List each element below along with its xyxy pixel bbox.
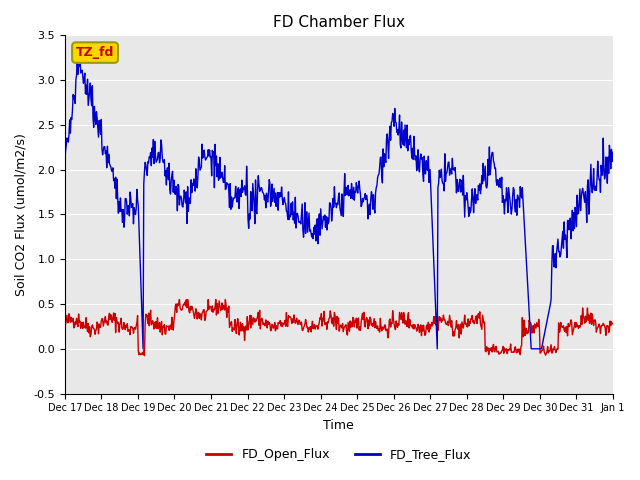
FD_Tree_Flux <box>395 127 403 133</box>
FD_Open_Flux <box>609 321 617 326</box>
FD_Tree_Flux <box>609 149 617 155</box>
FD_Open_Flux <box>395 322 403 328</box>
FD_Open_Flux <box>412 324 419 329</box>
Line: FD_Tree_Flux: FD_Tree_Flux <box>65 56 613 349</box>
FD_Open_Flux <box>61 319 68 324</box>
FD_Open_Flux <box>534 324 542 329</box>
FD_Tree_Flux <box>534 346 542 352</box>
Y-axis label: Soil CO2 Flux (umol/m2/s): Soil CO2 Flux (umol/m2/s) <box>15 133 28 296</box>
Title: FD Chamber Flux: FD Chamber Flux <box>273 15 405 30</box>
Line: FD_Open_Flux: FD_Open_Flux <box>65 300 613 356</box>
FD_Open_Flux <box>95 331 102 336</box>
FD_Tree_Flux <box>140 346 147 352</box>
FD_Open_Flux <box>175 297 183 302</box>
FD_Tree_Flux <box>381 151 388 156</box>
Legend: FD_Open_Flux, FD_Tree_Flux: FD_Open_Flux, FD_Tree_Flux <box>202 443 476 466</box>
FD_Tree_Flux <box>95 118 103 123</box>
FD_Open_Flux <box>141 353 148 359</box>
FD_Tree_Flux <box>412 157 419 163</box>
X-axis label: Time: Time <box>323 419 354 432</box>
Text: TZ_fd: TZ_fd <box>76 46 114 59</box>
FD_Tree_Flux <box>76 53 84 59</box>
FD_Open_Flux <box>478 326 486 332</box>
FD_Tree_Flux <box>61 158 68 164</box>
FD_Open_Flux <box>381 323 388 328</box>
FD_Tree_Flux <box>478 173 486 179</box>
